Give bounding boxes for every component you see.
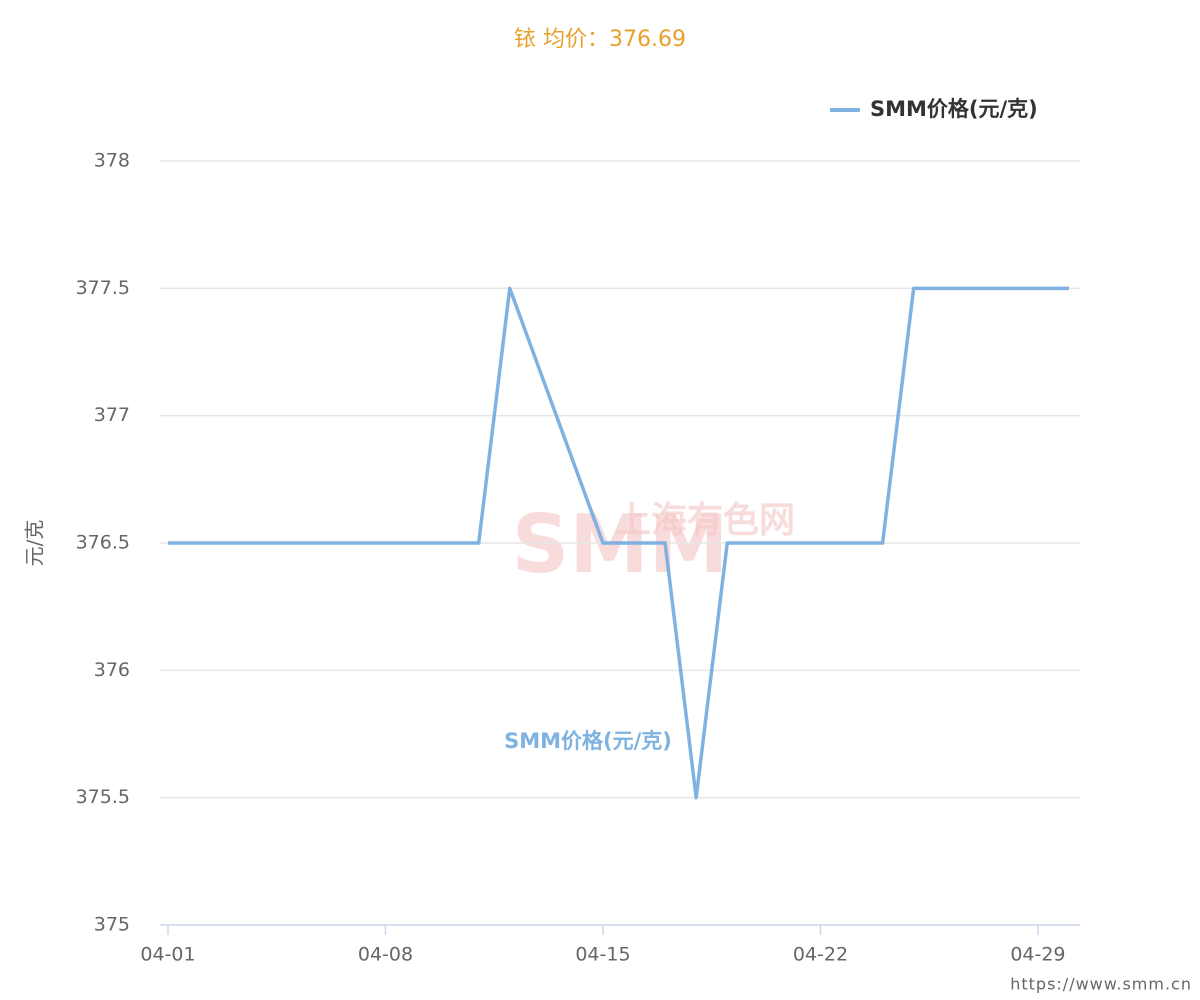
y-tick-label: 375.5 [76, 786, 130, 808]
footer: https://www.smm.cn [1010, 975, 1192, 994]
legend-label[interactable]: SMM价格(元/克) [870, 97, 1038, 121]
x-tick-label: 04-08 [358, 944, 413, 966]
watermark-name: 上海有色网 [615, 500, 795, 541]
y-tick-label: 376 [94, 659, 130, 681]
x-tick-label: 04-01 [140, 944, 195, 966]
y-tick-label: 377.5 [76, 277, 130, 299]
y-tick-label: 378 [94, 150, 130, 172]
x-tick-label: 04-15 [575, 944, 630, 966]
y-axis-label: 元/克 [23, 520, 47, 567]
x-tick-label: 04-22 [793, 944, 848, 966]
data-line [168, 286, 1069, 800]
annotation: SMM价格(元/克) [504, 729, 672, 753]
chart-title: 铱 均价：376.69 [514, 27, 686, 52]
y-tick-label: 377 [94, 404, 130, 426]
y-tick-label: 376.5 [76, 532, 130, 554]
x-tick-label: 04-29 [1010, 944, 1065, 966]
y-tick-label: 375 [94, 914, 130, 936]
